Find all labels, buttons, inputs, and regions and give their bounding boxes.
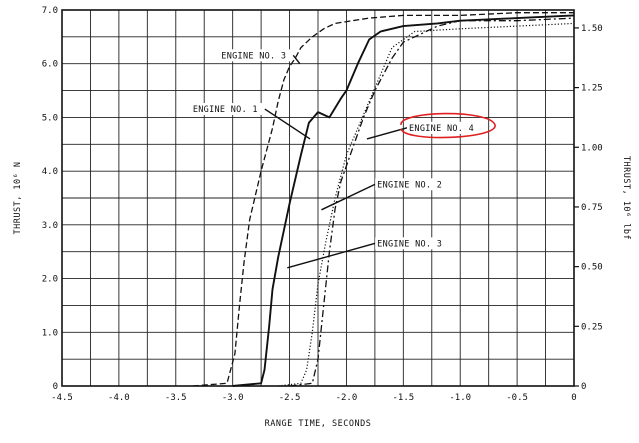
- x-tick-label: -3.5: [165, 393, 187, 403]
- y-tick-label: 0: [53, 382, 58, 392]
- annotation-leader: [366, 127, 408, 140]
- y-axis-label: THRUST, 10⁶ N: [13, 161, 23, 234]
- y2-tick-label: 0.50: [581, 263, 603, 273]
- tick-labels: -4.5 -4.0 -3.5 -3.0 -2.5 -2.0 -1.5 -1.0 -0.5 001.…: [42, 6, 603, 403]
- series-line-engine-no-1: [232, 14, 575, 387]
- annotations: ENGINE NO. 3 ENGINE NO. 1 ENGINE NO. 4 ENGI…: [190, 49, 496, 269]
- grid: [62, 10, 574, 386]
- y-tick-label: 7.0: [42, 6, 58, 16]
- x-tick-label: -0.5: [506, 393, 528, 403]
- y-tick-label: 2.0: [42, 275, 58, 285]
- x-axis-label: RANGE TIME, SECONDS: [265, 419, 372, 429]
- y-tick-label: 4.0: [42, 167, 58, 177]
- x-tick-label: -2.5: [279, 393, 301, 403]
- annotation-bg: [407, 121, 480, 134]
- y2-tick-label: 1.25: [581, 84, 603, 94]
- y-tick-label: 5.0: [42, 113, 58, 123]
- x-tick-label: -4.5: [51, 393, 73, 403]
- x-tick-label: 0: [571, 393, 576, 403]
- y2-tick-label: 1.00: [581, 143, 603, 153]
- annotation-bg: [375, 178, 448, 191]
- y-tick-label: 3.0: [42, 221, 58, 231]
- series-group: [192, 12, 575, 387]
- x-tick-label: -4.0: [108, 393, 130, 403]
- annotation-label-engine-no-1: ENGINE NO. 1: [193, 105, 258, 115]
- y2-tick-label: 0.75: [581, 203, 603, 213]
- annotation-leader: [264, 108, 311, 140]
- annotation-leader: [321, 183, 376, 211]
- y2-tick-label: 0: [581, 382, 586, 392]
- highlight-ellipse: [400, 112, 496, 139]
- series-line-engine-no-2: [289, 17, 575, 387]
- series-line-engine-no-3: [192, 12, 574, 387]
- x-tick-label: -3.0: [222, 393, 244, 403]
- x-tick-label: -1.5: [392, 393, 414, 403]
- annotation-leader: [287, 242, 376, 269]
- annotation-label-engine-no-3: ENGINE NO. 3: [377, 239, 442, 249]
- annotation-label-engine-no-4: ENGINE NO. 4: [409, 124, 474, 134]
- annotation-bg: [190, 103, 263, 116]
- annotation-label-engine-no-2: ENGINE NO. 2: [377, 180, 442, 190]
- series-line-engine-no-4: [278, 22, 575, 387]
- annotation-bg: [219, 49, 292, 62]
- annotation-label-engine-no-3: ENGINE NO. 3: [221, 51, 286, 61]
- x-tick-label: -2.0: [336, 393, 358, 403]
- plot-border: [61, 9, 575, 387]
- y2-tick-label: 0.25: [581, 322, 603, 332]
- x-tick-label: -1.0: [449, 393, 471, 403]
- y2-axis-label: THRUST, 10⁶ lbf: [621, 156, 631, 240]
- y2-tick-label: 1.50: [581, 24, 603, 34]
- y-tick-label: 6.0: [42, 60, 58, 70]
- annotation-bg: [375, 237, 448, 250]
- plot-frame: [61, 9, 575, 387]
- annotation-leader: [292, 54, 301, 65]
- y-tick-label: 1.0: [42, 328, 58, 338]
